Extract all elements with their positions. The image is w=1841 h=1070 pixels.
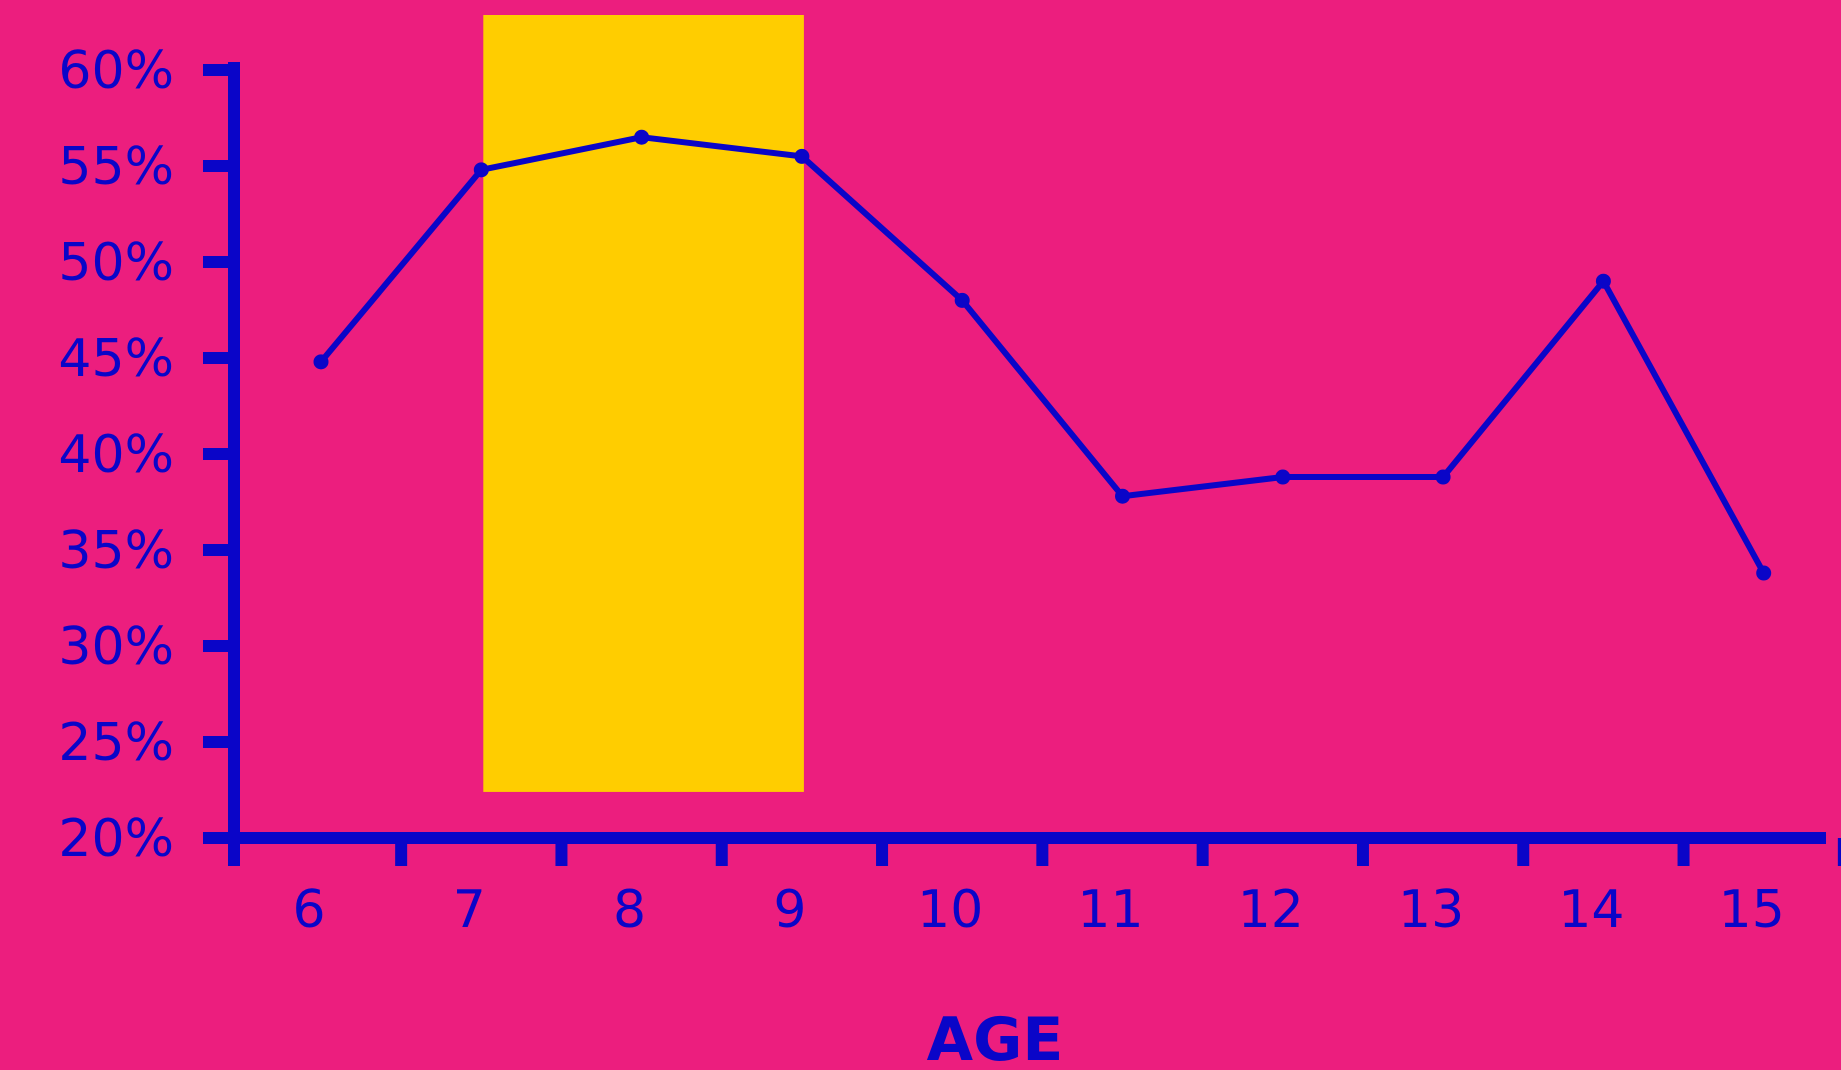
x-tick-label: 14 [1558, 880, 1624, 940]
data-point [1435, 469, 1451, 485]
x-tick-label: 13 [1398, 880, 1464, 940]
x-tick-label: 9 [773, 880, 806, 940]
y-tick-label: 50% [58, 233, 174, 293]
y-tick-label: 60% [58, 41, 174, 101]
x-tick-label: 15 [1719, 880, 1785, 940]
highlight-band [483, 15, 804, 792]
y-tick-label: 35% [58, 521, 174, 581]
data-point [794, 148, 810, 164]
x-tick-label: 6 [292, 880, 325, 940]
data-point [473, 162, 489, 178]
x-tick-label: 8 [613, 880, 646, 940]
data-point [954, 292, 970, 308]
data-point [1756, 565, 1772, 581]
y-tick-label: 20% [58, 809, 174, 869]
data-point [1115, 488, 1130, 504]
x-tick-label: 10 [917, 880, 983, 940]
y-tick-label: 40% [58, 425, 174, 485]
y-tick-label: 45% [58, 329, 174, 389]
x-axis-title: AGE [927, 1005, 1064, 1070]
series-line [318, 134, 1767, 575]
y-tick-label: 30% [58, 617, 174, 677]
x-tick-label: 12 [1238, 880, 1304, 940]
data-point [1275, 469, 1291, 485]
data-point [634, 129, 650, 145]
x-tick-label: 7 [453, 880, 486, 940]
x-tick-label: 11 [1077, 880, 1143, 940]
data-point [313, 354, 329, 370]
y-tick-label: 55% [58, 137, 174, 197]
data-point [1595, 273, 1611, 289]
y-tick-label: 25% [58, 713, 174, 773]
